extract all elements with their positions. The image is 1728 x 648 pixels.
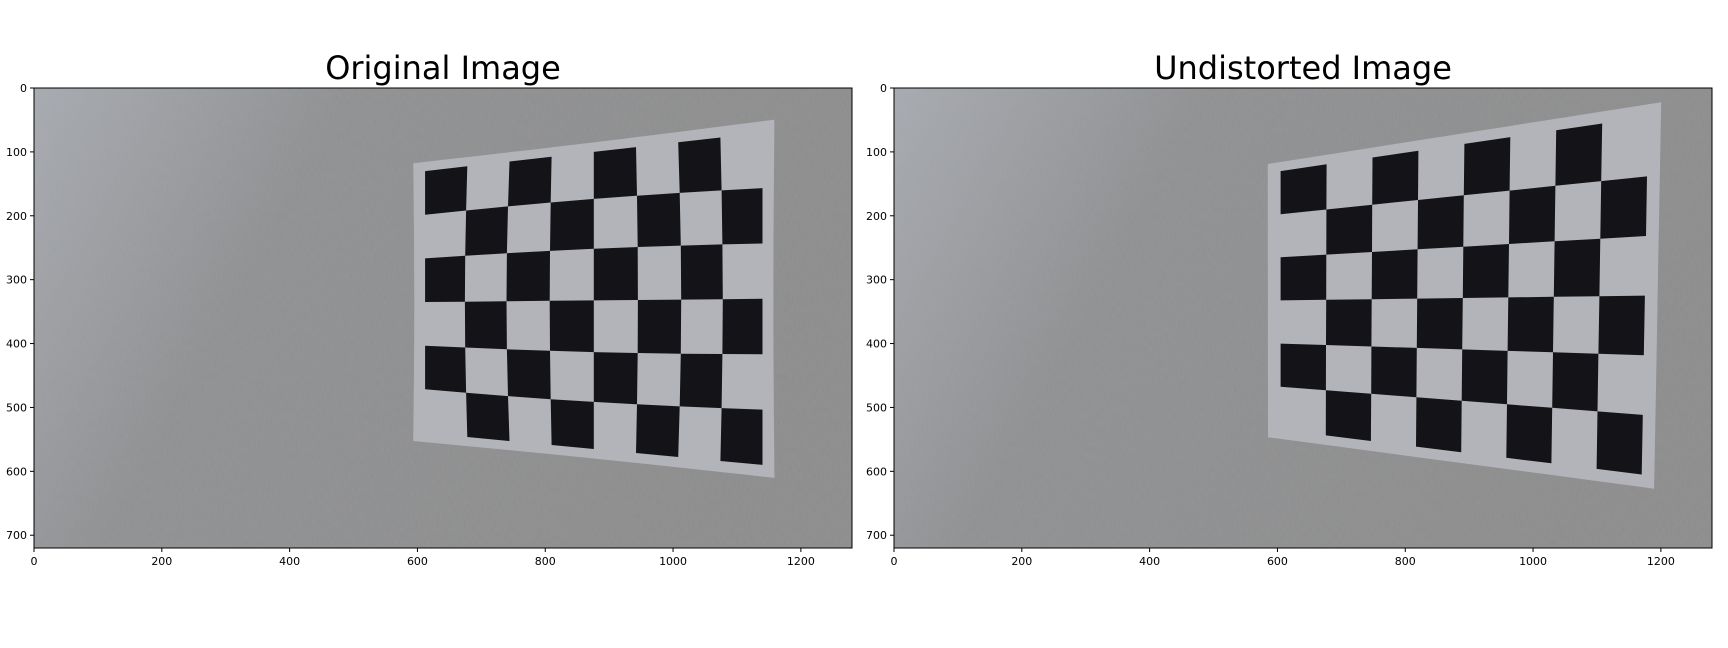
checkerboard-square: [550, 399, 594, 449]
checkerboard-square: [636, 404, 680, 457]
original-image-axes: 0 200 400 600 800 1000 1200 0 100 200 300 400 500 600…: [6, 82, 853, 568]
x-tick-label: 800: [1395, 555, 1416, 568]
axes-frame: [893, 87, 1713, 549]
checkerboard-square: [506, 349, 551, 400]
y-tick-label: 400: [6, 338, 27, 351]
checkerboard-square: [508, 156, 552, 207]
checkerboard-square: [593, 352, 638, 405]
checkerboard-square: [1280, 343, 1326, 391]
checkerboard-square: [1553, 238, 1601, 297]
checkerboard-square: [549, 300, 594, 353]
checkerboard-square: [1552, 352, 1599, 412]
checkerboard-square: [680, 244, 723, 300]
y-tick-label: 300: [866, 274, 887, 287]
y-tick-label: 700: [866, 529, 887, 542]
y-tick-label: 400: [866, 338, 887, 351]
checkerboard-square: [1596, 411, 1643, 475]
checkerboard-square: [550, 198, 594, 251]
checkerboard-square: [1280, 254, 1327, 301]
checkerboard-square: [1600, 176, 1647, 239]
x-tick-label: 0: [891, 555, 898, 568]
x-tick-label: 200: [151, 555, 172, 568]
checkerboard-square: [1463, 137, 1511, 196]
checkerboard-square: [1598, 295, 1645, 356]
y-tick-label: 0: [880, 82, 887, 95]
y-tick-label: 500: [6, 401, 27, 414]
checkerboard-square: [1509, 185, 1556, 244]
checkerboard-square: [1326, 299, 1372, 347]
x-tick-label: 0: [31, 555, 38, 568]
x-tick-label: 1200: [1647, 555, 1675, 568]
checkerboard-square: [425, 166, 468, 215]
panel-title: Undistorted Image: [1154, 49, 1452, 87]
checkerboard-square: [1506, 404, 1553, 464]
x-tick-label: 600: [1267, 555, 1288, 568]
checkerboard-square: [1371, 249, 1418, 300]
checkerboard-square: [593, 147, 637, 199]
y-tick-label: 0: [20, 82, 27, 95]
checkerboard-square: [1417, 195, 1464, 250]
checkerboard-square: [1325, 390, 1372, 441]
y-tick-label: 100: [866, 146, 887, 159]
checkerboard-square: [425, 345, 467, 393]
checkerboard-square: [1416, 298, 1463, 350]
x-tick-label: 800: [535, 555, 556, 568]
checkerboard-square: [637, 299, 682, 354]
checkerboard-square: [1372, 150, 1419, 205]
checkerboard-square: [1371, 346, 1417, 398]
x-tick-label: 400: [1139, 555, 1160, 568]
y-tick-label: 600: [866, 465, 887, 478]
checkerboard-square: [678, 137, 722, 193]
undistorted-image-panel: Undistorted Image 0 200 400 600 800 1000 1200 0…: [864, 0, 1728, 648]
x-tick-label: 1000: [1519, 555, 1547, 568]
checkerboard-square: [425, 255, 466, 302]
checkerboard-square: [1461, 349, 1508, 405]
undistorted-image-axes: 0 200 400 600 800 1000 1200 0 100 200 300 400 500 600…: [866, 82, 1713, 568]
checkerboard-square: [722, 298, 763, 355]
y-tick-label: 200: [6, 210, 27, 223]
x-tick-label: 200: [1011, 555, 1032, 568]
x-tick-label: 400: [279, 555, 300, 568]
checkerboard-square: [593, 247, 638, 301]
axes-frame: [33, 87, 853, 549]
checkerboard-square: [720, 408, 763, 465]
x-tick-label: 1000: [659, 555, 687, 568]
y-tick-label: 600: [6, 465, 27, 478]
checkerboard-square: [1507, 296, 1554, 353]
checkerboard-square: [1462, 244, 1509, 298]
checkerboard-square: [465, 206, 508, 256]
x-tick-label: 600: [407, 555, 428, 568]
panel-title: Original Image: [325, 49, 561, 87]
checkerboard-square: [466, 392, 510, 441]
checkerboard-square: [637, 192, 681, 247]
checkerboard-square: [679, 353, 723, 409]
y-tick-label: 300: [6, 274, 27, 287]
y-tick-label: 200: [866, 210, 887, 223]
original-image-panel: Original Image 0 200 400 600 800 1000 1200 0 100…: [6, 49, 853, 568]
checkerboard-square: [1416, 397, 1462, 453]
y-tick-label: 700: [6, 529, 27, 542]
checkerboard-square: [1326, 204, 1373, 255]
checkerboard-square: [721, 188, 763, 245]
checkerboard-square: [1555, 123, 1603, 186]
y-tick-label: 500: [866, 401, 887, 414]
checkerboard-square: [1280, 164, 1327, 215]
checkerboard-square: [506, 250, 550, 302]
x-tick-label: 1200: [787, 555, 815, 568]
checkerboard-square: [464, 301, 507, 350]
y-tick-label: 100: [6, 146, 27, 159]
